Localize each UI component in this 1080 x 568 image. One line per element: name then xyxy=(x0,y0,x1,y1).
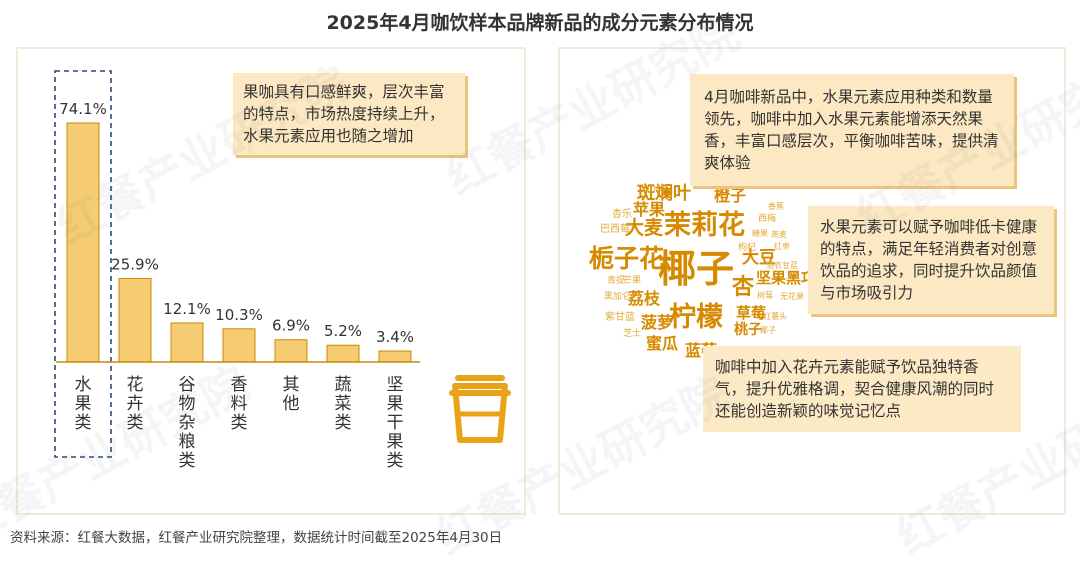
cloud-word-23: 燕麦 xyxy=(771,230,787,239)
category-label-5: 蔬菜类 xyxy=(335,375,352,433)
cloud-word-32: 紫甘蓝 xyxy=(605,312,635,323)
cloud-word-18: 杏乐 xyxy=(612,209,632,220)
category-label-6: 坚果干果类 xyxy=(387,375,404,471)
cloud-word-27: 青提 xyxy=(607,276,626,286)
left-chart-panel xyxy=(16,47,526,515)
bar-1 xyxy=(118,277,152,363)
cloud-word-25: 枸杞 xyxy=(738,243,757,253)
cloud-word-15: 草莓 xyxy=(736,304,767,322)
cloud-word-35: 椰子 xyxy=(760,326,776,335)
category-label-2: 谷物杂粮类 xyxy=(179,375,196,471)
cloud-word-17: 山竹 xyxy=(647,185,666,195)
cloud-word-29: 黑加仑 xyxy=(604,292,632,302)
category-label-3: 香料类 xyxy=(231,375,248,433)
value-label-6: 3.4% xyxy=(376,328,414,346)
bar-3 xyxy=(222,328,256,363)
note-flower-aroma: 咖啡中加入花卉元素能赋予饮品独特香气，提升优雅格调，契合健康风潮的同时还能创造新… xyxy=(703,346,1021,432)
data-source-note: 资料来源：红餐大数据，红餐产业研究院整理，数据统计时间截至2025年4月30日 xyxy=(10,530,503,546)
cloud-word-28: 芒果 xyxy=(623,276,642,286)
cloud-word-19: 巴西莓 xyxy=(600,224,630,235)
cloud-word-0: 椰子 xyxy=(658,247,735,291)
note-fruit-trend: 果咖具有口感鲜爽，层次丰富的特点，市场热度持续上升，水果元素应用也随之增加 xyxy=(233,73,465,155)
coffee-cup-icon xyxy=(449,375,511,443)
cloud-word-9: 坚果黑巧 xyxy=(756,269,817,287)
cloud-word-8: 大豆 xyxy=(742,248,776,268)
cloud-word-20: 香蕉 xyxy=(768,202,784,211)
note-fruit-leading: 4月咖啡新品中，水果元素应用种类和数量领先，咖啡中加入水果元素能增添天然果香，丰… xyxy=(690,74,1014,186)
cloud-word-26: 羽衣甘蓝 xyxy=(766,261,798,270)
cloud-word-5: 斑斓叶 xyxy=(637,183,691,204)
page-title: 2025年4月咖饮样本品牌新品的成分元素分布情况 xyxy=(326,12,754,34)
cloud-word-16: 桃子 xyxy=(734,322,762,338)
category-label-4: 其他 xyxy=(283,375,300,414)
bar-chart: 74.1% 水果类 25.9% 花卉类 12.1% 谷物杂粮类 10.3% 香料类 6.9% 其他… xyxy=(54,70,511,471)
value-label-2: 12.1% xyxy=(163,300,211,318)
cloud-word-10: 荔枝 xyxy=(628,289,661,308)
cloud-word-4: 杏 xyxy=(732,275,755,300)
note-fruit-health: 水果元素可以赋予咖啡低卡健康的特点，满足年轻消费者对创意饮品的追求，同时提升饮品… xyxy=(808,206,1054,314)
cloud-word-7: 橙子 xyxy=(714,186,747,205)
value-label-5: 5.2% xyxy=(324,322,362,340)
bar-6 xyxy=(378,350,412,363)
cloud-word-11: 菠萝 xyxy=(641,313,674,332)
cloud-word-2: 栀子花 xyxy=(589,244,665,273)
cloud-word-1: 茉莉花 xyxy=(664,210,745,241)
bar-5 xyxy=(326,344,360,363)
cloud-word-24: 红枣 xyxy=(774,242,790,251)
cloud-word-33: 红薯头 xyxy=(763,312,787,321)
value-label-0: 74.1% xyxy=(59,100,107,118)
cloud-word-6: 大麦 xyxy=(625,217,664,239)
value-label-3: 10.3% xyxy=(215,306,263,324)
value-label-4: 6.9% xyxy=(272,317,310,335)
cloud-word-31: 无花果 xyxy=(780,292,804,301)
bar-0 xyxy=(66,122,100,363)
value-label-1: 25.9% xyxy=(111,255,159,273)
right-insight-panel xyxy=(558,47,1066,515)
cloud-word-34: 芝士 xyxy=(623,329,642,339)
cloud-word-21: 西梅 xyxy=(758,214,777,224)
category-label-1: 花卉类 xyxy=(127,375,144,433)
cloud-word-14: 苹果 xyxy=(633,200,666,219)
word-cloud-background xyxy=(572,160,818,376)
category-label-0: 水果类 xyxy=(75,375,92,433)
highlight-box-0 xyxy=(54,70,112,458)
bar-4 xyxy=(274,339,308,363)
cloud-word-12: 蜜瓜 xyxy=(646,334,679,353)
bar-2 xyxy=(170,322,204,363)
cloud-word-30: 树莓 xyxy=(757,291,773,300)
cloud-word-3: 柠檬 xyxy=(669,302,723,333)
cloud-word-22: 糖果 xyxy=(752,229,768,238)
